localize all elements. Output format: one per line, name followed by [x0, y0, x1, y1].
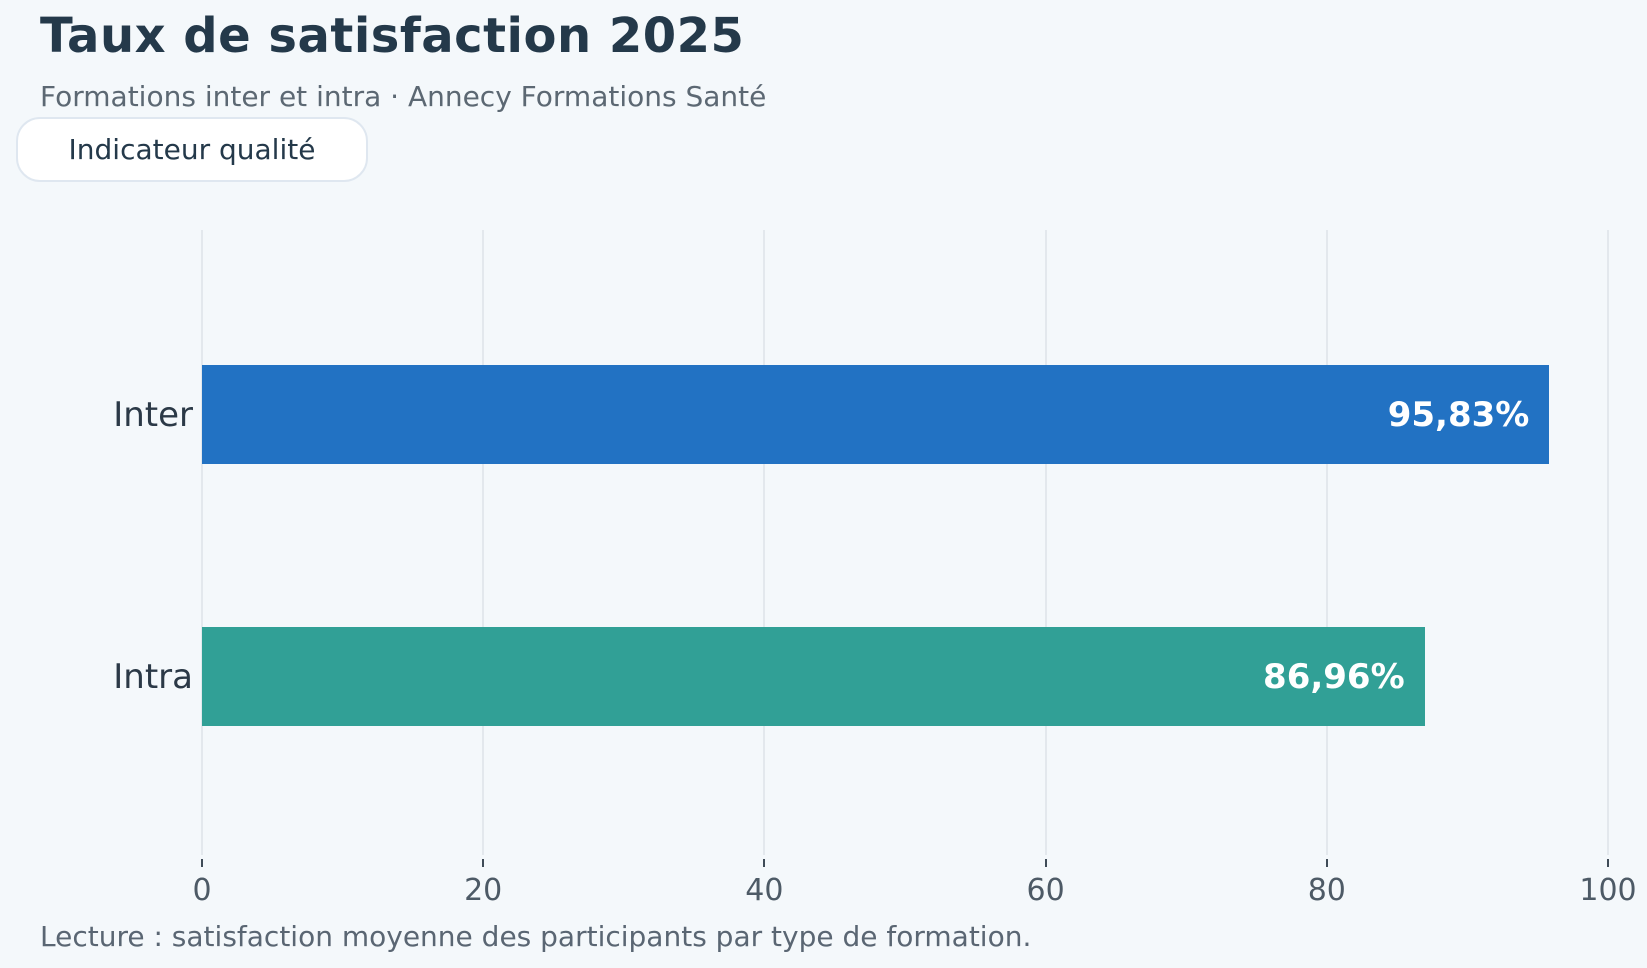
x-axis-tick-mark — [201, 859, 203, 867]
footer-note: Lecture : satisfaction moyenne des parti… — [40, 920, 1032, 953]
x-axis-tick-mark — [482, 859, 485, 867]
x-axis-tick-mark — [763, 859, 766, 867]
x-axis-tick-label: 0 — [192, 873, 212, 908]
bar-intra: 86,96% — [202, 627, 1425, 726]
x-axis-tick-label: 100 — [1579, 873, 1637, 908]
x-axis-tick-mark — [1044, 859, 1047, 867]
gridline — [201, 230, 203, 855]
gridline — [1325, 230, 1328, 855]
gridline — [1607, 230, 1609, 855]
quality-indicator-badge-label: Indicateur qualité — [68, 133, 316, 166]
x-axis-tick-label: 20 — [464, 873, 503, 908]
category-label-inter: Inter — [113, 394, 193, 435]
gridline — [763, 230, 766, 855]
x-axis-tick-label: 80 — [1307, 873, 1346, 908]
category-label-intra: Intra — [113, 656, 193, 697]
plot-area: 0 20 40 60 80 100 Inter 95,83% Intra 86,96% — [113, 230, 1637, 908]
x-axis-tick-mark — [1607, 859, 1609, 867]
bar-inter: 95,83% — [202, 365, 1550, 464]
page-subtitle: Formations inter et intra · Annecy Forma… — [40, 80, 767, 113]
gridline — [482, 230, 485, 855]
x-axis-tick-label: 60 — [1026, 873, 1065, 908]
bar-value-label: 95,83% — [1387, 394, 1530, 435]
bar-value-label: 86,96% — [1263, 656, 1405, 697]
x-axis-tick-mark — [1325, 859, 1328, 867]
quality-indicator-badge[interactable]: Indicateur qualité — [16, 117, 368, 182]
page-title: Taux de satisfaction 2025 — [40, 8, 745, 64]
gridline — [1044, 230, 1047, 855]
x-axis-tick-label: 40 — [745, 873, 784, 908]
